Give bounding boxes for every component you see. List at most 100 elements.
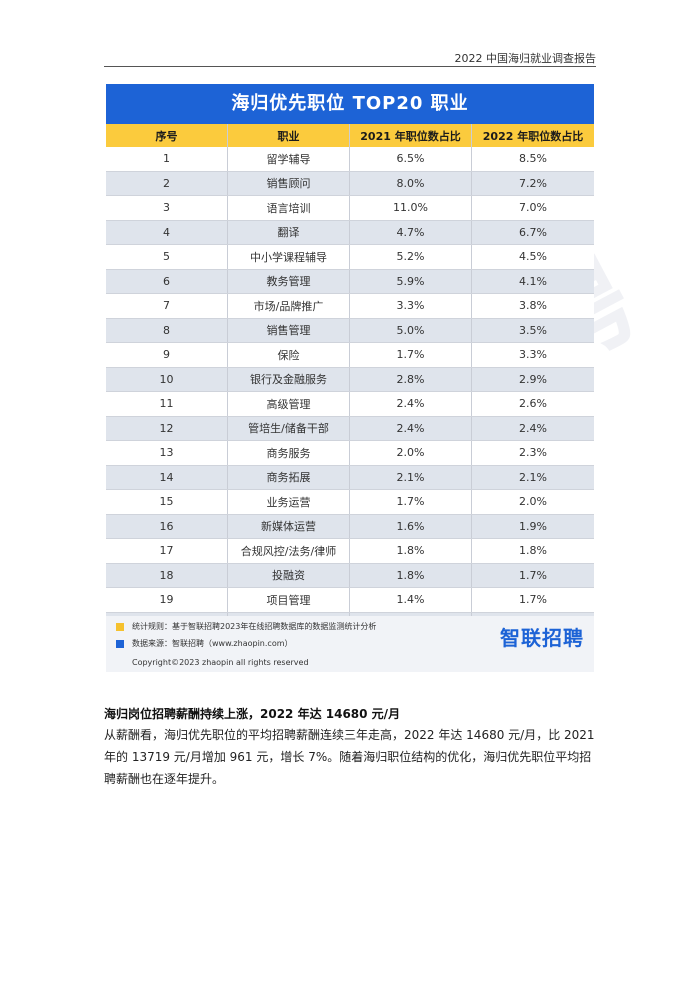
cell-job: 管培生/储备干部: [228, 416, 350, 440]
legend-stat-rule-text: 统计规则：基于智联招聘2023年在线招聘数据库的数据监测统计分析: [132, 622, 377, 631]
cell-rank: 9: [106, 343, 228, 367]
cell-2022-share: 6.7%: [519, 225, 547, 239]
cell-2022-share: 2.1%: [519, 470, 547, 484]
cell-rank: 7: [106, 294, 228, 318]
cell-rank: 10: [106, 367, 228, 391]
table-row: 5 中小学课程辅导 5.2% 4.5%: [106, 245, 594, 270]
table-row: 6 教务管理 5.9% 4.1%: [106, 269, 594, 294]
cell-2022-share: 1.8%: [519, 544, 547, 558]
cell-job: 市场/品牌推广: [228, 294, 350, 318]
cell-2021-share: 1.7%: [350, 343, 472, 367]
table-row: 12 管培生/储备干部 2.4% 2.4%: [106, 416, 594, 441]
report-header-title: 2022 中国海归就业调查报告: [454, 52, 597, 65]
cell-2021-share: 5.0%: [350, 318, 472, 342]
cell-2022-share: 4.1%: [519, 274, 547, 288]
figure-legend: 统计规则：基于智联招聘2023年在线招聘数据库的数据监测统计分析 数据来源：智联…: [106, 616, 594, 656]
column-header-rank: 序号: [106, 124, 228, 147]
cell-job: 业务运营: [228, 490, 350, 514]
table-row: 11 高级管理 2.4% 2.6%: [106, 392, 594, 417]
cell-rank: 16: [106, 514, 228, 538]
cell-job: 销售管理: [228, 318, 350, 342]
cell-rank: 12: [106, 416, 228, 440]
cell-rank: 18: [106, 563, 228, 587]
column-header-2021: 2021 年职位数占比: [350, 124, 472, 147]
blue-square-icon: [116, 639, 124, 648]
cell-rank: 17: [106, 539, 228, 563]
zhaopin-logo: 智联招聘: [500, 626, 584, 650]
figure-title: 海归优先职位 TOP20 职业: [106, 84, 594, 124]
table-row: 9 保险 1.7% 3.3%: [106, 343, 594, 368]
cell-2022-share: 1.9%: [519, 519, 547, 533]
cell-2022-share: 3.5%: [519, 323, 547, 337]
cell-job: 项目管理: [228, 588, 350, 612]
cell-2022-share: 2.3%: [519, 446, 547, 460]
section-title: 海归岗位招聘薪酬持续上涨，2022 年达 14680 元/月: [104, 707, 401, 721]
cell-2021-share: 2.1%: [350, 465, 472, 489]
table-row: 19 项目管理 1.4% 1.7%: [106, 588, 594, 613]
section-paragraph: 从薪酬看，海归优先职位的平均招聘薪酬连续三年走高，2022 年达 14680 元…: [104, 728, 595, 786]
cell-2021-share: 2.4%: [350, 392, 472, 416]
cell-2022-share: 2.0%: [519, 495, 547, 509]
column-header-2022: 2022 年职位数占比: [482, 129, 584, 143]
table-row: 4 翻译 4.7% 6.7%: [106, 220, 594, 245]
table-header-row: 序号 职业 2021 年职位数占比 2022 年职位数占比: [106, 124, 594, 147]
table-row: 10 银行及金融服务 2.8% 2.9%: [106, 367, 594, 392]
cell-rank: 19: [106, 588, 228, 612]
cell-rank: 13: [106, 441, 228, 465]
cell-rank: 14: [106, 465, 228, 489]
cell-2022-share: 3.8%: [519, 299, 547, 313]
cell-job: 商务服务: [228, 441, 350, 465]
cell-rank: 8: [106, 318, 228, 342]
cell-2022-share: 7.0%: [519, 201, 547, 215]
table-row: 17 合规风控/法务/律师 1.8% 1.8%: [106, 539, 594, 564]
cell-job: 银行及金融服务: [228, 367, 350, 391]
cell-rank: 2: [106, 171, 228, 195]
header-divider: [104, 66, 596, 67]
cell-job: 语言培训: [228, 196, 350, 220]
cell-job: 商务拓展: [228, 465, 350, 489]
cell-job: 翻译: [228, 220, 350, 244]
cell-2021-share: 6.5%: [350, 147, 472, 171]
cell-2022-share: 4.5%: [519, 250, 547, 264]
table-row: 15 业务运营 1.7% 2.0%: [106, 490, 594, 515]
cell-rank: 6: [106, 269, 228, 293]
copyright-text: Copyright©2023 zhaopin all rights reserv…: [132, 658, 309, 667]
cell-job: 保险: [228, 343, 350, 367]
table-row: 16 新媒体运营 1.6% 1.9%: [106, 514, 594, 539]
cell-rank: 15: [106, 490, 228, 514]
cell-2022-share: 1.7%: [519, 568, 547, 582]
cell-2022-share: 2.4%: [519, 421, 547, 435]
cell-job: 投融资: [228, 563, 350, 587]
table-row: 1 留学辅导 6.5% 8.5%: [106, 147, 594, 172]
yellow-square-icon: [116, 622, 124, 631]
cell-2022-share: 7.2%: [519, 176, 547, 190]
cell-2021-share: 5.9%: [350, 269, 472, 293]
cell-job: 中小学课程辅导: [228, 245, 350, 269]
table-body: 1 留学辅导 6.5% 8.5% 2 销售顾问 8.0% 7.2% 3 语言培训 11.0% 7.0%…: [106, 147, 594, 637]
cell-2021-share: 1.7%: [350, 490, 472, 514]
cell-job: 销售顾问: [228, 171, 350, 195]
table-row: 7 市场/品牌推广 3.3% 3.8%: [106, 294, 594, 319]
cell-2022-share: 3.3%: [519, 348, 547, 362]
table-row: 2 销售顾问 8.0% 7.2%: [106, 171, 594, 196]
cell-2021-share: 3.3%: [350, 294, 472, 318]
cell-2022-share: 2.6%: [519, 397, 547, 411]
legend-data-source-text: 数据来源：智联招聘（www.zhaopin.com）: [132, 639, 293, 648]
cell-2021-share: 2.8%: [350, 367, 472, 391]
cell-job: 教务管理: [228, 269, 350, 293]
cell-job: 留学辅导: [228, 147, 350, 171]
cell-2022-share: 1.7%: [519, 593, 547, 607]
cell-2021-share: 1.6%: [350, 514, 472, 538]
cell-rank: 5: [106, 245, 228, 269]
cell-rank: 11: [106, 392, 228, 416]
cell-2021-share: 4.7%: [350, 220, 472, 244]
table-row: 18 投融资 1.8% 1.7%: [106, 563, 594, 588]
cell-rank: 1: [106, 147, 228, 171]
top20-jobs-figure: 海归优先职位 TOP20 职业 序号 职业 2021 年职位数占比 2022 年…: [106, 84, 670, 672]
table-row: 14 商务拓展 2.1% 2.1%: [106, 465, 594, 490]
cell-2022-share: 2.9%: [519, 372, 547, 386]
cell-job: 合规风控/法务/律师: [228, 539, 350, 563]
cell-rank: 3: [106, 196, 228, 220]
cell-2021-share: 1.8%: [350, 563, 472, 587]
table-row: 13 商务服务 2.0% 2.3%: [106, 441, 594, 466]
